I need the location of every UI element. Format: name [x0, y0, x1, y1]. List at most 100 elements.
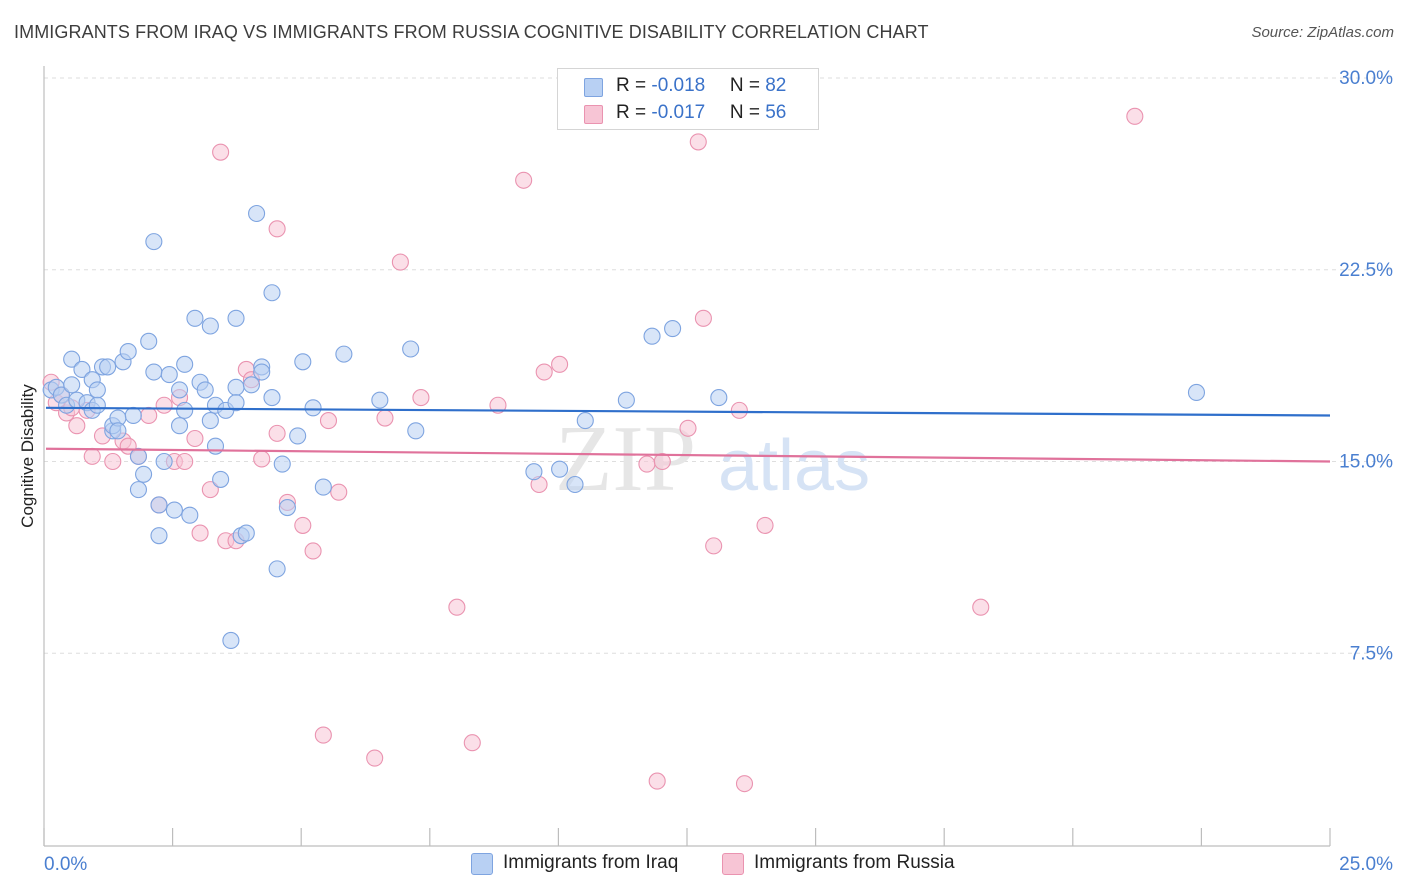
legend-swatch-russia-bottom	[722, 853, 744, 875]
legend-label-russia: Immigrants from Russia	[754, 852, 955, 873]
iraq-point	[566, 475, 584, 494]
iraq-point	[617, 391, 635, 409]
iraq-point	[263, 284, 281, 302]
iraq-point	[278, 498, 296, 517]
iraq-point	[165, 501, 183, 519]
legend-swatch-russia	[584, 105, 603, 124]
iraq-point	[109, 422, 127, 440]
iraq-point	[63, 350, 81, 368]
russia-point	[679, 419, 697, 437]
russia-point	[638, 455, 656, 473]
russia-point	[412, 389, 430, 407]
legend-iraq-n-value: 82	[765, 75, 787, 96]
x-tick-label: 0.0%	[44, 854, 87, 875]
iraq-point	[155, 452, 173, 471]
series-iraq-points	[42, 204, 1206, 650]
russia-point	[268, 424, 286, 442]
y-tick-label: 7.5%	[1350, 643, 1393, 664]
iraq-point	[253, 363, 271, 381]
iraq-point	[140, 332, 158, 350]
iraq-point	[335, 345, 353, 363]
iraq-point	[150, 527, 168, 545]
russia-point	[304, 542, 322, 560]
iraq-point	[314, 478, 332, 496]
russia-point	[448, 598, 466, 616]
russia-point	[186, 429, 204, 448]
russia-point	[463, 734, 481, 752]
russia-point	[551, 355, 569, 373]
iraq-point	[201, 412, 219, 430]
iraq-point	[237, 524, 255, 542]
russia-point	[730, 401, 748, 419]
iraq-point	[170, 417, 189, 435]
iraq-point	[181, 506, 199, 524]
iraq-point	[227, 309, 245, 327]
tick-labels: 7.5% 15.0% 22.5% 30.0% 0.0% 25.0%	[44, 68, 1393, 875]
iraq-point	[371, 391, 389, 409]
russia-point	[253, 450, 271, 468]
iraq-point	[222, 631, 240, 650]
iraq-point	[88, 396, 106, 414]
iraq-point	[407, 422, 425, 440]
russia-point	[104, 452, 122, 471]
iraq-point	[145, 363, 163, 381]
iraq-point	[176, 355, 194, 373]
iraq-point	[119, 343, 137, 361]
iraq-point	[643, 327, 661, 345]
iraq-point	[170, 381, 189, 399]
watermark: ZIP atlas	[555, 407, 870, 511]
iraq-point	[176, 401, 194, 419]
russia-point	[376, 409, 394, 427]
iraq-point	[402, 340, 420, 358]
legend-swatch-iraq	[584, 78, 603, 97]
x-tick-label: 25.0%	[1339, 854, 1393, 875]
russia-point	[391, 253, 409, 271]
russia-point	[648, 772, 666, 790]
iraq-point	[664, 320, 682, 338]
russia-point	[176, 452, 194, 471]
russia-point	[212, 143, 230, 161]
iraq-point	[227, 378, 245, 396]
series-legend: Immigrants from Iraq Immigrants from Rus…	[0, 852, 1406, 878]
legend-label-iraq: Immigrants from Iraq	[503, 852, 679, 873]
russia-trend-line	[45, 447, 1331, 463]
russia-point	[489, 396, 507, 414]
correlation-legend: R = -0.018 N = 82 R = -0.017 N = 56	[557, 68, 819, 130]
iraq-point	[304, 399, 322, 417]
iraq-point	[99, 358, 117, 376]
iraq-point	[227, 394, 245, 412]
legend-swatch-iraq-bottom	[471, 853, 493, 875]
russia-point	[330, 483, 348, 501]
russia-point	[366, 749, 384, 767]
source-label: Source: ZipAtlas.com	[1251, 24, 1394, 41]
legend-russia-r-label: R =	[616, 102, 652, 123]
trend-lines	[45, 406, 1331, 463]
iraq-point	[212, 470, 230, 488]
russia-point	[756, 516, 774, 534]
russia-point	[972, 598, 990, 616]
iraq-point	[294, 353, 312, 371]
russia-point	[155, 396, 173, 414]
watermark-zip: ZIP	[555, 407, 696, 511]
iraq-point	[525, 463, 543, 481]
russia-point	[140, 406, 158, 425]
iraq-point	[268, 560, 286, 578]
legend-iraq-n-label: N =	[729, 75, 766, 96]
iraq-trend-line	[45, 406, 1331, 417]
russia-point	[705, 537, 723, 555]
y-tick-label: 15.0%	[1339, 452, 1393, 473]
legend-iraq-r-label: R =	[616, 75, 652, 96]
y-tick-label: 22.5%	[1339, 260, 1393, 281]
iraq-point	[88, 381, 106, 399]
iraq-point	[73, 360, 91, 379]
russia-point	[515, 171, 533, 189]
y-tick-label: 30.0%	[1339, 68, 1393, 89]
legend-iraq-r-value: -0.018	[651, 75, 706, 96]
axes	[43, 66, 1331, 847]
iraq-point	[145, 233, 163, 251]
iraq-point	[196, 381, 214, 399]
iraq-point	[124, 406, 142, 425]
iraq-point	[135, 465, 153, 483]
iraq-point	[150, 496, 168, 514]
iraq-point	[242, 376, 260, 394]
